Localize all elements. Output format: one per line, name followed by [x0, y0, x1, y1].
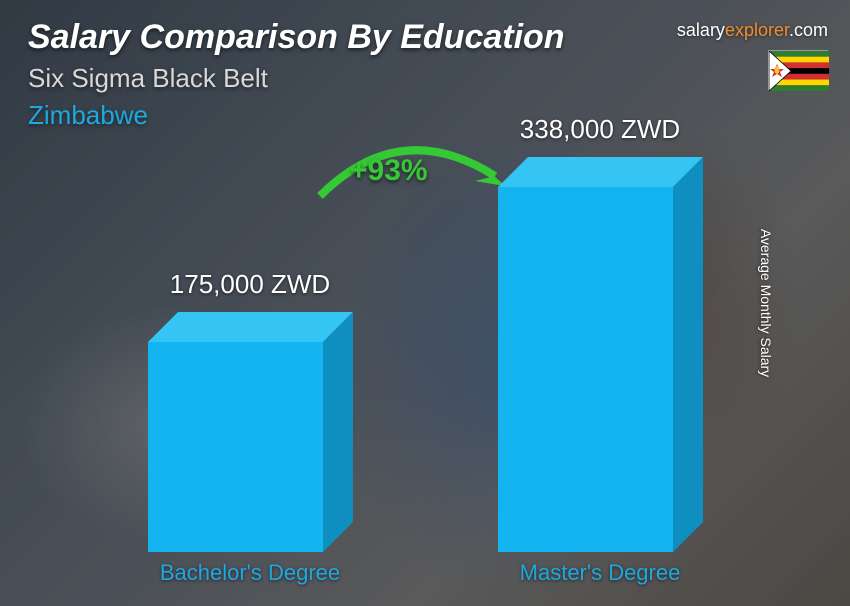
bar-masters: 338,000 ZWD Master's Degree — [490, 114, 710, 586]
bar-bachelors: 175,000 ZWD Bachelor's Degree — [140, 269, 360, 586]
bar-chart: +93% 175,000 ZWD Bachelor's Degree 338,0… — [0, 146, 850, 586]
brand-name: salaryexplorer — [677, 20, 789, 40]
bar-value-label: 338,000 ZWD — [490, 114, 710, 145]
bar-3d-shape — [148, 312, 353, 552]
bar-category-label: Master's Degree — [490, 560, 710, 586]
page-subtitle: Six Sigma Black Belt — [28, 63, 830, 94]
percent-increase-badge: +93% — [350, 154, 428, 188]
bar-value-label: 175,000 ZWD — [140, 269, 360, 300]
bar-3d-shape — [498, 157, 703, 552]
bar-category-label: Bachelor's Degree — [140, 560, 360, 586]
zimbabwe-flag-icon — [768, 50, 828, 90]
brand-logo: salaryexplorer.com — [677, 20, 828, 41]
brand-domain: .com — [789, 20, 828, 40]
